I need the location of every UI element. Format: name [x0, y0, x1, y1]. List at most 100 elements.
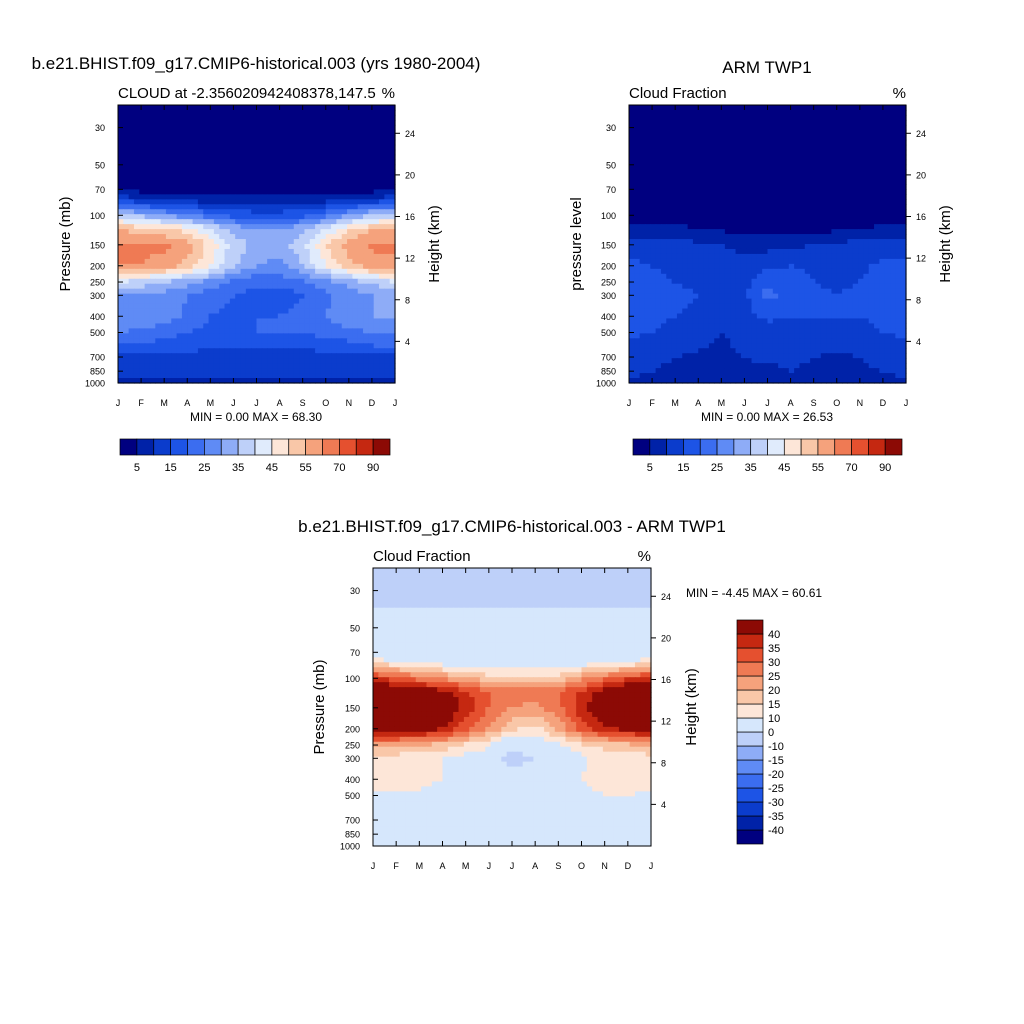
obs-field-cell	[634, 159, 641, 166]
obs-field-cell	[724, 278, 731, 285]
model-field-cell	[160, 338, 167, 344]
obs-field-cell	[650, 278, 657, 285]
obs-field-cell	[826, 134, 833, 141]
obs-field-cell	[746, 109, 753, 116]
model-field-cell	[128, 129, 135, 136]
obs-field-cell	[698, 244, 705, 250]
model-field-cell	[144, 283, 151, 290]
model-field-cell	[277, 303, 284, 310]
obs-field-cell	[634, 244, 641, 250]
model-field-cell	[149, 129, 156, 136]
model-field-cell	[176, 343, 183, 349]
model-field-cell	[235, 378, 242, 384]
model-field-cell	[357, 313, 364, 320]
model-field-cell	[283, 109, 290, 116]
model-field-cell	[347, 288, 353, 295]
model-colorbar-swatch	[119, 438, 138, 456]
obs-field-cell	[783, 139, 790, 146]
model-field-cell	[304, 303, 311, 310]
model-field-cell	[336, 154, 343, 161]
model-field-cell	[293, 244, 300, 250]
obs-field-cell	[740, 114, 747, 121]
model-field-cell	[379, 378, 385, 384]
model-field-cell	[171, 174, 178, 181]
model-field-cell	[379, 139, 385, 146]
obs-field-cell	[735, 169, 742, 176]
obs-field-cell	[783, 248, 790, 255]
model-field-cell	[341, 308, 348, 315]
obs-field-cell	[820, 219, 827, 225]
model-field-cell	[229, 124, 236, 131]
model-field-cell	[240, 134, 247, 141]
model-field-cell	[240, 373, 247, 379]
model-field-cell	[133, 209, 140, 215]
obs-field-cell	[794, 109, 801, 116]
model-field-cell	[283, 199, 290, 205]
obs-field-cell	[644, 179, 651, 186]
model-field-cell	[368, 209, 375, 215]
obs-field-cell	[650, 234, 657, 240]
model-field-cell	[149, 343, 156, 349]
model-field-cell	[144, 134, 151, 141]
obs-field-cell	[655, 248, 662, 255]
obs-field-cell	[687, 224, 694, 230]
model-field-cell	[272, 283, 279, 290]
obs-field-cell	[708, 114, 715, 121]
model-field-cell	[128, 214, 135, 220]
obs-field-cell	[788, 139, 795, 146]
model-field-cell	[160, 303, 167, 310]
obs-field-cell	[671, 144, 678, 151]
obs-field-cell	[890, 204, 896, 210]
model-field-cell	[288, 114, 295, 121]
model-field-cell	[347, 179, 353, 186]
obs-field-cell	[634, 278, 641, 285]
obs-field-cell	[772, 214, 779, 220]
model-field-cell	[341, 119, 348, 126]
model-field-cell	[357, 129, 364, 136]
model-field-cell	[373, 149, 380, 156]
obs-field-cell	[735, 248, 742, 255]
obs-field-cell	[815, 119, 822, 126]
obs-field-cell	[751, 134, 758, 141]
obs-field-cell	[762, 159, 769, 166]
obs-field-cell	[655, 194, 662, 200]
model-field-cell	[357, 308, 364, 315]
model-field-cell	[272, 159, 279, 166]
model-field-cell	[251, 318, 258, 325]
model-field-cell	[309, 189, 316, 195]
obs-field-cell	[639, 194, 646, 200]
model-field-cell	[245, 224, 252, 230]
model-field-cell	[341, 129, 348, 136]
model-field-cell	[149, 303, 156, 310]
model-field-cell	[118, 268, 124, 275]
obs-field-cell	[826, 224, 833, 230]
model-field-cell	[187, 298, 194, 305]
model-field-cell	[379, 124, 385, 131]
obs-field-cell	[799, 105, 806, 111]
model-field-cell	[357, 348, 364, 354]
obs-field-cell	[644, 248, 651, 255]
obs-field-cell	[639, 248, 646, 255]
obs-field-cell	[676, 224, 683, 230]
obs-field-cell	[746, 224, 753, 230]
obs-field-cell	[820, 204, 827, 210]
model-field-cell	[363, 179, 369, 186]
model-field-cell	[165, 303, 172, 310]
model-y-tick-label: 250	[90, 278, 105, 288]
obs-field-cell	[639, 114, 646, 121]
model-field-cell	[379, 199, 385, 205]
model-field-cell	[299, 293, 306, 300]
model-field-cell	[352, 169, 359, 176]
obs-field-cell	[767, 214, 774, 220]
model-field-cell	[277, 358, 284, 364]
model-field-cell	[155, 174, 162, 181]
obs-field-cell	[746, 263, 753, 270]
model-field-cell	[240, 184, 247, 190]
obs-field-cell	[767, 248, 774, 255]
obs-field-cell	[756, 263, 763, 270]
model-field-cell	[208, 204, 215, 210]
model-field-cell	[133, 229, 140, 235]
obs-field-cell	[858, 229, 864, 235]
obs-field-cell	[868, 248, 875, 255]
model-field-cell	[224, 144, 231, 151]
